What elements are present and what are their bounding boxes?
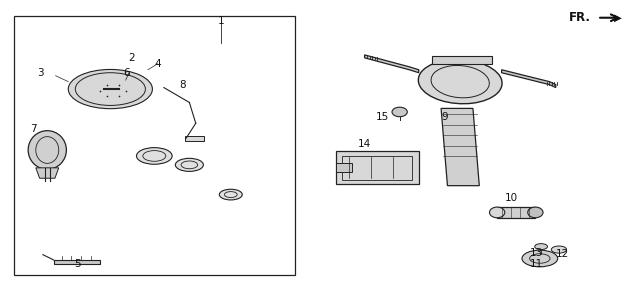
- FancyBboxPatch shape: [336, 164, 352, 172]
- Ellipse shape: [392, 107, 407, 117]
- Ellipse shape: [419, 59, 502, 104]
- Text: 13: 13: [530, 248, 543, 257]
- Text: 10: 10: [504, 193, 518, 202]
- Polygon shape: [36, 168, 59, 178]
- Text: 14: 14: [358, 139, 371, 149]
- Text: 2: 2: [129, 53, 135, 63]
- Ellipse shape: [220, 189, 243, 200]
- Polygon shape: [441, 108, 479, 186]
- Text: 1: 1: [218, 16, 225, 26]
- Ellipse shape: [522, 250, 557, 267]
- Ellipse shape: [28, 131, 67, 169]
- FancyBboxPatch shape: [336, 152, 419, 184]
- FancyBboxPatch shape: [185, 136, 204, 141]
- Text: 15: 15: [376, 112, 389, 122]
- Ellipse shape: [175, 158, 204, 171]
- Polygon shape: [365, 55, 419, 73]
- Text: FR.: FR.: [568, 11, 591, 24]
- Ellipse shape: [528, 207, 543, 218]
- Text: 9: 9: [441, 112, 447, 122]
- Polygon shape: [502, 70, 556, 88]
- Text: 3: 3: [38, 68, 44, 78]
- Text: 11: 11: [530, 260, 543, 269]
- Ellipse shape: [490, 207, 505, 218]
- Ellipse shape: [136, 148, 172, 164]
- Text: 5: 5: [74, 260, 81, 269]
- Ellipse shape: [551, 246, 566, 253]
- Ellipse shape: [68, 70, 152, 109]
- Text: 6: 6: [124, 68, 130, 78]
- Text: 8: 8: [180, 80, 186, 90]
- Ellipse shape: [535, 244, 547, 250]
- Ellipse shape: [78, 74, 148, 107]
- FancyBboxPatch shape: [431, 56, 492, 64]
- Polygon shape: [54, 260, 100, 264]
- Polygon shape: [497, 207, 536, 218]
- Text: 12: 12: [556, 249, 569, 259]
- Text: 7: 7: [30, 124, 36, 134]
- Text: 4: 4: [154, 59, 161, 69]
